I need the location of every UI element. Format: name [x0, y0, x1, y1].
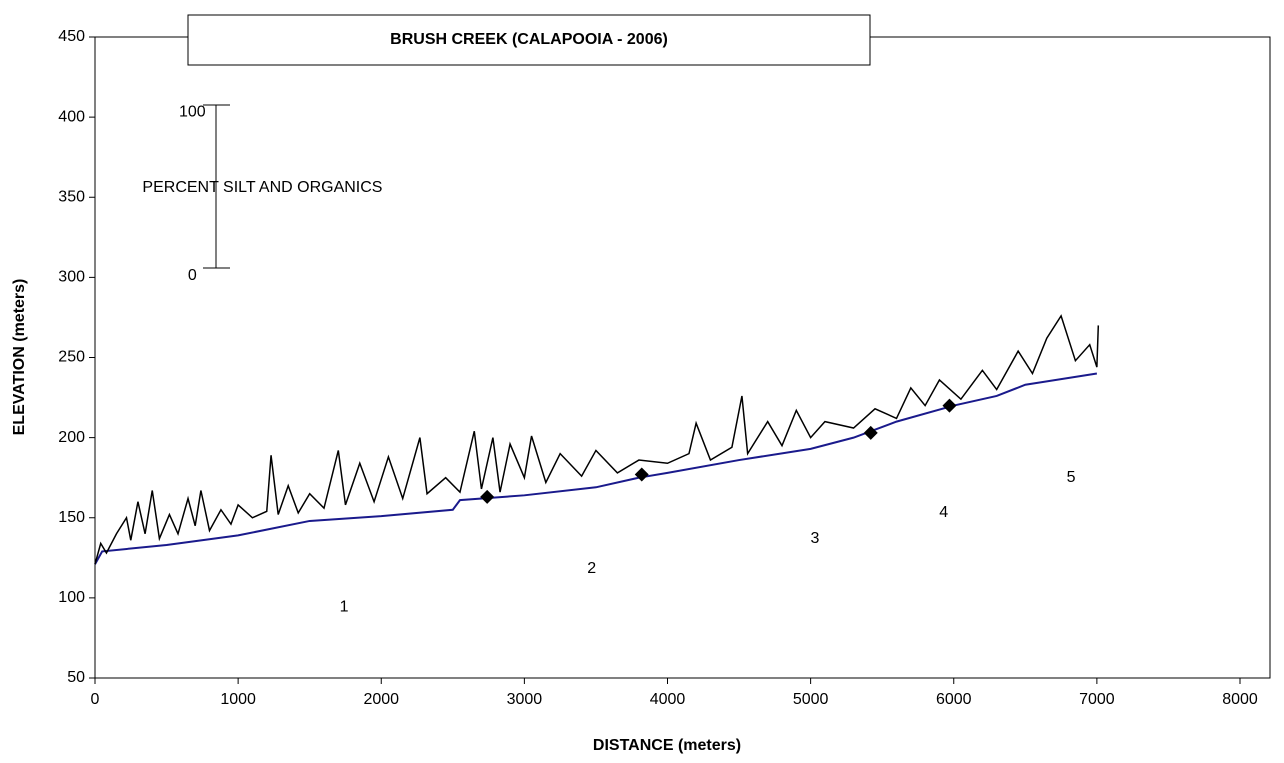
marker — [634, 467, 649, 482]
x-tick-label: 6000 — [936, 691, 972, 708]
annotation: PERCENT SILT AND ORGANICS — [142, 179, 382, 196]
y-tick-label: 100 — [58, 589, 85, 606]
x-tick-label: 1000 — [220, 691, 256, 708]
x-tick-label: 4000 — [650, 691, 686, 708]
annotation: 4 — [939, 504, 948, 521]
annotation: 5 — [1067, 469, 1076, 486]
y-tick-label: 450 — [58, 28, 85, 45]
x-tick-label: 0 — [91, 691, 100, 708]
data-line — [94, 314, 1100, 565]
x-tick-label: 8000 — [1222, 691, 1258, 708]
annotation: 1 — [340, 599, 349, 616]
x-axis-label: DISTANCE (meters) — [593, 737, 741, 754]
y-tick-label: 250 — [58, 349, 85, 366]
y-tick-label: 300 — [58, 269, 85, 286]
annotation: 0 — [188, 267, 197, 284]
y-axis-label: ELEVATION (meters) — [11, 279, 28, 436]
data-line — [94, 372, 1098, 565]
annotation: 100 — [179, 104, 206, 121]
y-tick-label: 350 — [58, 188, 85, 205]
annotation: 2 — [587, 560, 596, 577]
y-tick-label: 150 — [58, 509, 85, 526]
x-tick-label: 5000 — [793, 691, 829, 708]
title-box — [187, 14, 871, 66]
y-tick-label: 200 — [58, 429, 85, 446]
chart-title: BRUSH CREEK (CALAPOOIA - 2006) — [390, 31, 668, 48]
marker — [863, 425, 878, 440]
y-tick-label: 400 — [58, 108, 85, 125]
annotation: 3 — [810, 530, 819, 547]
x-tick-label: 3000 — [507, 691, 543, 708]
marker — [942, 398, 957, 413]
x-tick-label: 2000 — [363, 691, 399, 708]
plot — [94, 314, 1100, 565]
x-tick-label: 7000 — [1079, 691, 1115, 708]
y-tick-label: 50 — [67, 669, 85, 686]
marker — [480, 489, 495, 504]
